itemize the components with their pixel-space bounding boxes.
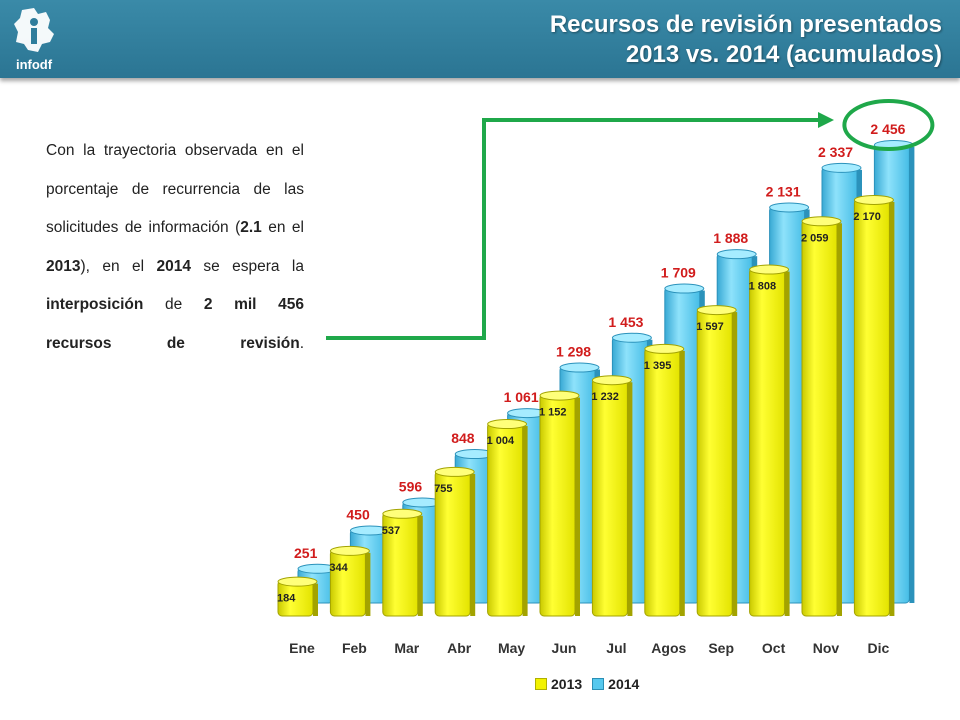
- bar-2013: [696, 305, 738, 617]
- header-banner: infodf Recursos de revisión presentados …: [0, 0, 960, 78]
- bar-2013: [487, 419, 528, 617]
- data-label-2013: 1 808: [749, 281, 777, 293]
- bar-2013: [434, 466, 476, 617]
- infodf-logo: infodf: [8, 6, 60, 72]
- text-part: de: [143, 296, 204, 313]
- data-label-2014: 1 888: [713, 230, 748, 246]
- text-part: ), en el: [80, 257, 157, 275]
- data-label-2013: 1 004: [487, 435, 515, 447]
- data-label-2013: 1 395: [644, 360, 672, 372]
- x-tick-label: Oct: [762, 640, 786, 656]
- bar-2013: [853, 194, 895, 617]
- title-line-2: 2013 vs. 2014 (acumulados): [625, 41, 942, 68]
- x-tick-label: Feb: [342, 640, 367, 656]
- bar-2013: [591, 375, 633, 617]
- connector-arrow: [326, 118, 820, 340]
- data-label-2013: 1 597: [696, 321, 724, 333]
- bar-2013: [801, 216, 842, 617]
- legend-swatch-2013: [535, 678, 547, 690]
- x-tick-label: Jul: [606, 640, 626, 656]
- x-tick-label: Jun: [552, 640, 577, 656]
- x-tick-label: Agos: [651, 640, 686, 656]
- text-part: .: [299, 334, 304, 352]
- x-tick-label: Sep: [708, 640, 734, 656]
- data-label-2014: 1 298: [556, 344, 591, 360]
- data-label-2013: 2 059: [801, 232, 829, 244]
- data-label-2014: 2 131: [766, 183, 801, 199]
- text-bold: 2 mil 456 recursos de revisión: [46, 296, 304, 352]
- legend-item-2013: 2013: [535, 676, 582, 692]
- x-tick-label: Dic: [868, 640, 890, 656]
- legend-label-2014: 2014: [608, 676, 640, 692]
- x-tick-label: Nov: [813, 640, 840, 656]
- text-bold: 2.1: [240, 219, 262, 236]
- x-tick-label: Ene: [289, 640, 315, 656]
- data-label-2013: 1 152: [539, 407, 567, 419]
- data-label-2014: 251: [294, 545, 318, 561]
- bar-2013: [329, 545, 371, 617]
- x-tick-label: Abr: [447, 640, 472, 656]
- title-line-1: Recursos de revisión presentados: [549, 11, 942, 38]
- data-label-2013: 1 232: [591, 391, 619, 403]
- legend-swatch-2014: [592, 678, 605, 690]
- logo-emblem-icon: [14, 8, 54, 52]
- data-label-2013: 184: [277, 593, 296, 605]
- bar-2013: [382, 508, 423, 617]
- data-label-2014: 2 337: [818, 144, 853, 160]
- text-part: en el: [261, 219, 304, 236]
- bar-2013: [749, 264, 790, 617]
- legend-label-2013: 2013: [551, 676, 583, 692]
- bar-2013: [644, 343, 685, 617]
- chart-labels: 251 184 450 344 596 537 848 755 1 061 1 004 1 298 1…: [277, 121, 906, 605]
- page-title: Recursos de revisión presentados 2013 vs…: [550, 10, 942, 70]
- chart-legend: 2013 2014: [535, 676, 649, 692]
- data-label-2013: 755: [434, 483, 452, 495]
- x-axis-ticks: Ene Feb Mar Abr May Jun Jul Agos Sep Oct Nov Dic: [289, 640, 889, 656]
- legend-item-2014: 2014: [592, 676, 639, 692]
- data-label-2014: 848: [451, 430, 475, 446]
- text-bold: 2013: [46, 257, 81, 275]
- chart-bars: [277, 140, 915, 617]
- bar-2013: [277, 576, 318, 617]
- data-label-2013: 344: [329, 562, 348, 574]
- text-part: se espera la: [190, 257, 304, 275]
- description-paragraph: Con la trayectoria observada en el porce…: [46, 132, 304, 363]
- arrow-head-icon: [818, 112, 834, 128]
- logo-text: infodf: [15, 57, 53, 72]
- highlight-circle: [842, 99, 935, 151]
- data-label-2013: 2 170: [853, 211, 881, 223]
- data-label-2014: 1 061: [504, 389, 539, 405]
- text-bold: interposición: [46, 296, 144, 313]
- data-label-2014: 1 453: [608, 314, 643, 330]
- x-tick-label: Mar: [394, 640, 419, 656]
- text-bold: 2014: [156, 257, 191, 275]
- data-label-2014: 1 709: [661, 265, 696, 281]
- data-label-2014: 596: [399, 478, 423, 494]
- data-label-2014: 2 456: [870, 121, 905, 137]
- bar-2013: [539, 390, 580, 617]
- data-label-2014: 450: [346, 507, 370, 523]
- data-label-2013: 537: [382, 525, 400, 537]
- x-tick-label: May: [498, 640, 525, 656]
- text-part: Con la trayectoria observada en el porce…: [46, 142, 304, 236]
